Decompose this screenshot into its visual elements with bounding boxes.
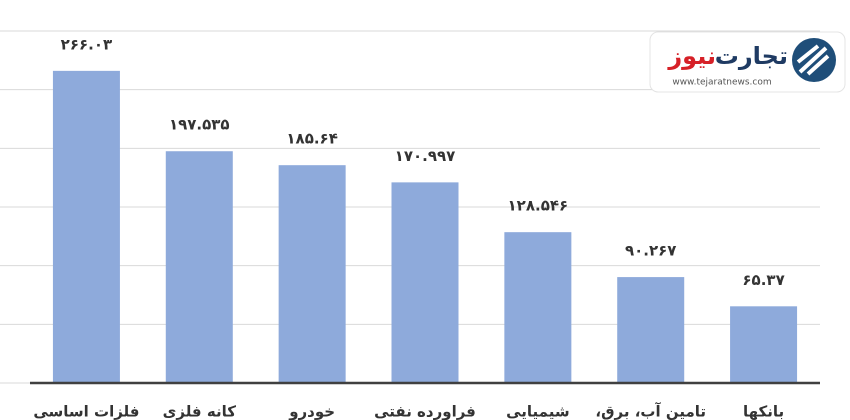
x-tick-label: خودرو	[288, 403, 335, 420]
x-tick-label: فراورده نفتی	[374, 403, 476, 420]
logo-brand-accent: نیوز	[667, 42, 716, 70]
bar	[165, 151, 233, 383]
bar	[278, 165, 346, 383]
logo-icon-mark	[796, 44, 830, 76]
x-tick-label: بانکها	[743, 403, 784, 420]
bar	[504, 232, 572, 383]
bar	[617, 277, 685, 383]
value-label: ۱۲۸.۵۴۶	[508, 197, 569, 215]
x-tick-label: کانه فلزی	[163, 403, 237, 420]
bar	[391, 182, 459, 383]
value-label: ۱۸۵.۶۴	[286, 130, 337, 148]
logo: تجارت نیوز www.tejaratnews.com	[649, 31, 846, 93]
logo-box	[649, 31, 846, 93]
logo-url: www.tejaratnews.com	[672, 78, 771, 88]
bar	[52, 70, 120, 384]
x-tick-label: تامین آب، برق،	[595, 403, 706, 420]
value-label: ۶۵.۳۷	[742, 271, 784, 289]
logo-brand-main: تجارت	[715, 42, 788, 70]
bar	[730, 306, 798, 383]
x-tick-label: شیمیایی	[506, 403, 570, 420]
value-label: ۲۶۶.۰۳	[61, 35, 112, 53]
value-label: ۱۹۷.۵۳۵	[169, 116, 230, 134]
value-label: ۱۷۰.۹۹۷	[395, 147, 456, 165]
value-label: ۹۰.۲۶۷	[625, 242, 676, 260]
x-tick-label: فلزات اساسی	[33, 403, 139, 420]
